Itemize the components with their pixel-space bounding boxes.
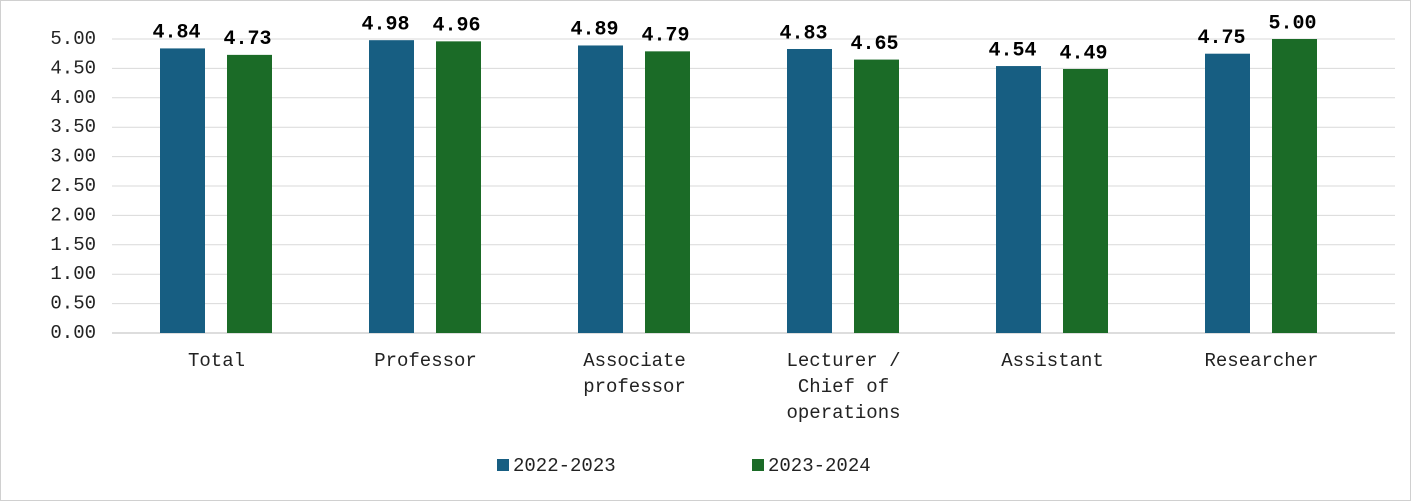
y-tick-label: 2.00 bbox=[50, 204, 96, 226]
y-tick-label: 3.00 bbox=[50, 146, 96, 168]
data-label: 4.54 bbox=[988, 39, 1036, 62]
y-tick-label: 0.00 bbox=[50, 322, 96, 344]
bar bbox=[1272, 39, 1317, 333]
data-label: 5.00 bbox=[1268, 12, 1316, 35]
data-label: 4.79 bbox=[641, 25, 689, 48]
data-label: 4.75 bbox=[1197, 27, 1245, 50]
data-label: 4.96 bbox=[432, 15, 480, 38]
bar bbox=[1063, 68, 1108, 333]
x-tick-label: Assistant bbox=[1001, 350, 1104, 372]
legend-swatch bbox=[752, 459, 764, 471]
x-tick-label: Total bbox=[188, 350, 245, 372]
x-tick-line: Chief of bbox=[798, 376, 889, 398]
bar bbox=[578, 45, 623, 334]
bar bbox=[227, 54, 272, 333]
y-tick-label: 4.50 bbox=[50, 57, 96, 79]
y-tick-label: 3.50 bbox=[50, 116, 96, 138]
bar bbox=[996, 66, 1041, 333]
data-label: 4.84 bbox=[152, 22, 200, 45]
legend-label: 2023-2024 bbox=[768, 455, 871, 477]
x-tick-line: operations bbox=[786, 402, 900, 424]
bar bbox=[854, 59, 899, 334]
data-label: 4.49 bbox=[1059, 42, 1107, 65]
y-tick-label: 1.50 bbox=[50, 234, 96, 256]
x-tick-label: Associate professor bbox=[583, 350, 686, 398]
bar bbox=[369, 40, 414, 334]
x-tick-line: professor bbox=[583, 376, 686, 398]
bar bbox=[160, 48, 205, 334]
bar bbox=[645, 51, 690, 334]
data-label: 4.83 bbox=[779, 22, 827, 45]
data-label: 4.73 bbox=[223, 28, 271, 51]
y-tick-label: 5.00 bbox=[50, 28, 96, 50]
x-tick-label: Researcher bbox=[1204, 350, 1318, 372]
x-tick-line: Professor bbox=[374, 350, 477, 372]
x-tick-line: Lecturer / bbox=[786, 350, 900, 372]
legend-label: 2022-2023 bbox=[513, 455, 616, 477]
data-label: 4.98 bbox=[361, 13, 409, 36]
y-tick-label: 4.00 bbox=[50, 87, 96, 109]
legend-swatch bbox=[497, 459, 509, 471]
x-tick-line: Researcher bbox=[1204, 350, 1318, 372]
y-tick-label: 2.50 bbox=[50, 175, 96, 197]
bar bbox=[1205, 53, 1250, 333]
bar bbox=[436, 41, 481, 334]
x-tick-label: Lecturer / Chief of operations bbox=[786, 350, 900, 424]
x-tick-line: Associate bbox=[583, 350, 686, 372]
y-tick-label: 0.50 bbox=[50, 293, 96, 315]
data-label: 4.89 bbox=[570, 19, 618, 42]
x-tick-line: Assistant bbox=[1001, 350, 1104, 372]
bar bbox=[787, 48, 832, 333]
data-label: 4.65 bbox=[850, 33, 898, 56]
x-tick-line: Total bbox=[188, 350, 245, 372]
y-tick-label: 1.00 bbox=[50, 263, 96, 285]
x-tick-label: Professor bbox=[374, 350, 477, 372]
